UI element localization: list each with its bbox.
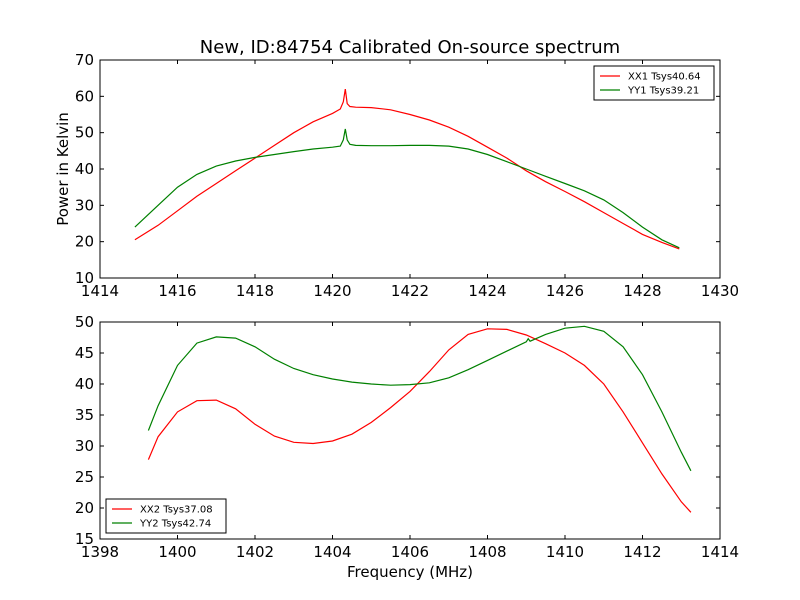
series-line-1	[134, 89, 680, 250]
x-tick-label: 1418	[236, 282, 274, 300]
legend: XX2 Tsys37.08 YY2 Tsys42.74	[105, 498, 227, 534]
x-tick-label: 1410	[546, 543, 584, 561]
y-tick-label: 45	[75, 344, 94, 362]
y-tick-label: 15	[75, 530, 94, 548]
x-tick-label: 1416	[158, 282, 196, 300]
bottom-spectrum-plot: 1398 1400 1402 1404 1406 1408 1410 1412 1414 15 20…	[75, 313, 739, 561]
y-tick-label: 20	[75, 499, 94, 517]
x-tick-label: 1414	[81, 282, 119, 300]
x-tick-label: 1402	[236, 543, 274, 561]
x-tick-label: 1430	[701, 282, 739, 300]
series-line-1	[147, 328, 692, 513]
x-tick-label: 1408	[468, 543, 506, 561]
y-tick-label: 50	[75, 313, 94, 331]
legend-label-2: YY2 Tsys42.74	[139, 519, 211, 530]
x-tick-label: 1404	[313, 543, 351, 561]
y-tick-label: 40	[75, 160, 94, 178]
y-tick-label: 40	[75, 375, 94, 393]
x-tick-label: 1426	[546, 282, 584, 300]
x-tick-label: 1428	[623, 282, 661, 300]
x-tick-label: 1424	[468, 282, 506, 300]
series-line-2	[134, 128, 680, 249]
x-tick-label: 1412	[623, 543, 661, 561]
x-tick-label: 1406	[391, 543, 429, 561]
legend-box	[593, 65, 715, 101]
x-tick-label: 1422	[391, 282, 429, 300]
legend: XX1 Tsys40.64 YY1 Tsys39.21	[593, 65, 715, 101]
x-axis-label: Frequency (MHz)	[347, 563, 473, 581]
x-tick-label: 1398	[81, 543, 119, 561]
y-tick-label: 60	[75, 87, 94, 105]
legend-label-2: YY1 Tsys39.21	[627, 86, 699, 97]
y-tick-label: 30	[75, 196, 94, 214]
y-axis-label: Power in Kelvin	[54, 112, 72, 226]
chart-title: New, ID:84754 Calibrated On-source spect…	[200, 37, 620, 58]
legend-label-1: XX1 Tsys40.64	[628, 72, 701, 83]
y-tick-label: 70	[75, 51, 94, 69]
y-tick-label: 10	[75, 269, 94, 287]
y-tick-label: 20	[75, 233, 94, 251]
y-tick-label: 30	[75, 437, 94, 455]
legend-label-1: XX2 Tsys37.08	[140, 505, 213, 516]
y-tick-label: 35	[75, 406, 94, 424]
series-line-2	[147, 325, 692, 472]
y-tick-label: 25	[75, 468, 94, 486]
legend-box	[105, 498, 227, 534]
x-tick-label: 1420	[313, 282, 351, 300]
y-tick-label: 50	[75, 124, 94, 142]
x-tick-label: 1414	[701, 543, 739, 561]
top-spectrum-plot: 1414 1416 1418 1420 1422 1424 1426 1428 1430 10 20…	[75, 51, 739, 300]
x-tick-label: 1400	[158, 543, 196, 561]
